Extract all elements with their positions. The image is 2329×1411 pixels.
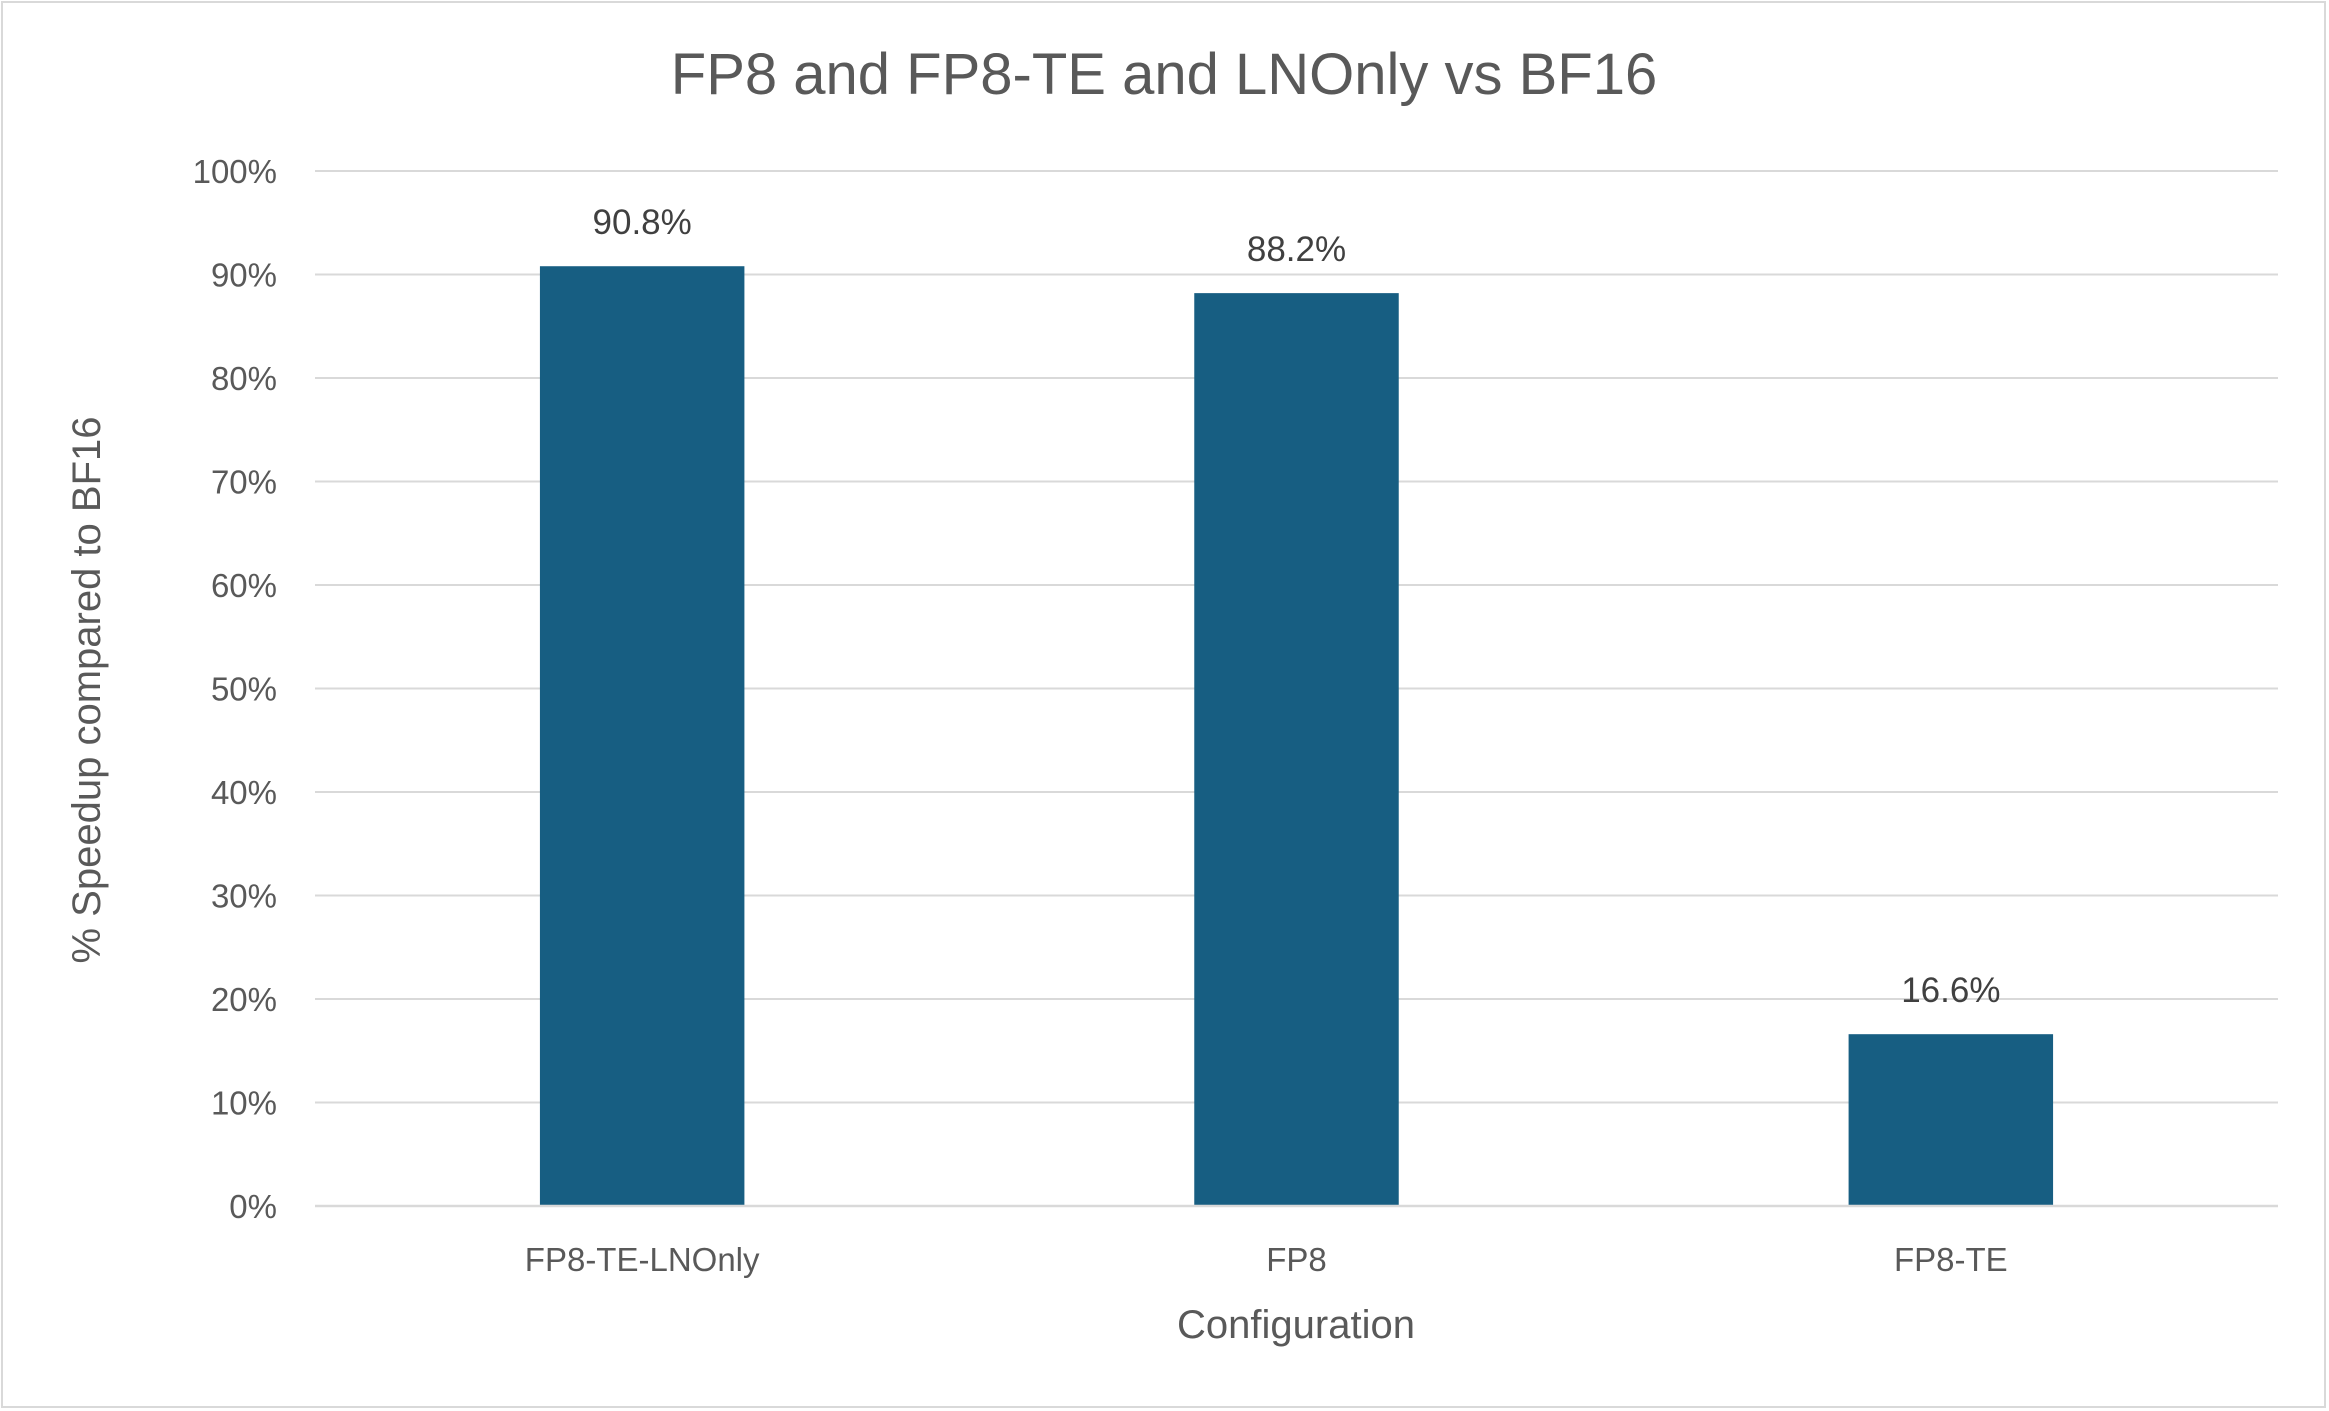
chart-title: FP8 and FP8-TE and LNOnly vs BF16 — [671, 42, 1657, 107]
y-tick-label: 20% — [211, 981, 277, 1018]
bars — [539, 266, 2054, 1207]
y-tick-label: 0% — [229, 1188, 277, 1225]
x-tick-label: FP8-TE — [1894, 1241, 2008, 1278]
y-tick-label: 70% — [211, 464, 277, 501]
y-tick-label: 30% — [211, 878, 277, 915]
y-tick-label: 90% — [211, 257, 277, 294]
x-axis-tick-labels: FP8-TE-LNOnly FP8 FP8-TE — [525, 1241, 2008, 1278]
y-tick-label: 50% — [211, 671, 277, 708]
data-label: 88.2% — [1247, 230, 1346, 269]
bar — [539, 266, 745, 1207]
x-axis-title: Configuration — [1177, 1303, 1415, 1347]
y-tick-label: 40% — [211, 774, 277, 811]
x-tick-label: FP8 — [1266, 1241, 1327, 1278]
x-tick-label: FP8-TE-LNOnly — [525, 1241, 760, 1278]
y-tick-label: 100% — [193, 153, 277, 190]
bar — [1194, 293, 1399, 1206]
y-tick-label: 80% — [211, 360, 277, 397]
y-tick-label: 60% — [211, 567, 277, 604]
data-labels: 90.8% 88.2% 16.6% — [593, 203, 2001, 1010]
bar — [1848, 1034, 2054, 1206]
y-axis-tick-labels: 0% 10% 20% 30% 40% 50% 60% 70% 80% 90% 100% — [193, 153, 277, 1225]
data-label: 90.8% — [593, 203, 692, 242]
y-tick-label: 10% — [211, 1085, 277, 1122]
y-axis-title: % Speedup compared to BF16 — [65, 416, 109, 963]
data-label: 16.6% — [1901, 971, 2000, 1010]
